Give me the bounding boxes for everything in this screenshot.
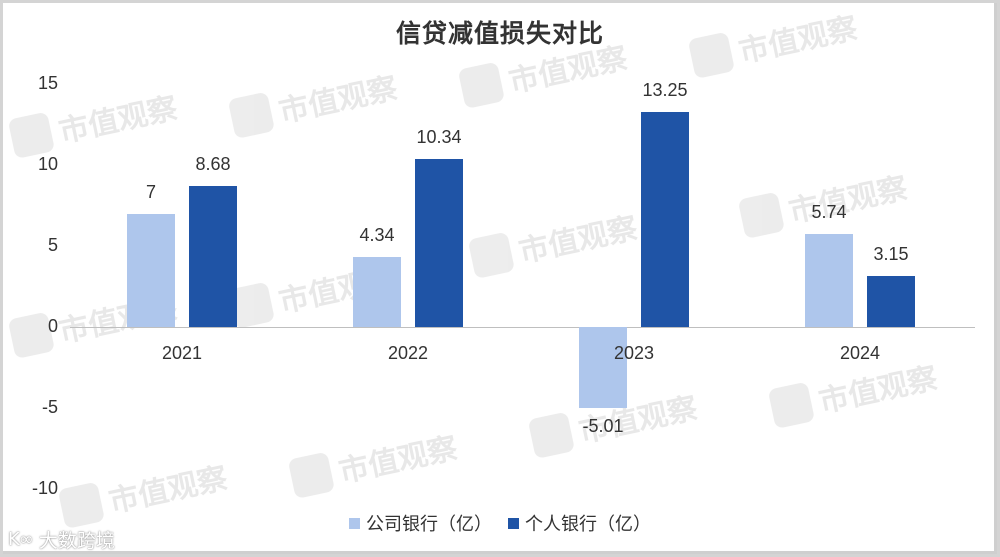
legend-swatch-corporate bbox=[349, 517, 360, 529]
legend-swatch-personal bbox=[508, 517, 519, 529]
data-label: 8.68 bbox=[195, 154, 231, 175]
bar-personal-2023[interactable] bbox=[641, 112, 689, 327]
x-tick-label: 2021 bbox=[161, 343, 203, 363]
brand-logo-icon: K∞ bbox=[8, 529, 34, 550]
bar-personal-2021[interactable] bbox=[189, 186, 237, 327]
bar-personal-2024[interactable] bbox=[867, 275, 915, 327]
legend-item-personal[interactable]: 个人银行（亿） bbox=[508, 510, 651, 536]
legend-label-personal: 个人银行（亿） bbox=[525, 514, 651, 535]
x-tick-label: 2022 bbox=[387, 343, 429, 363]
y-tick-label: -10 bbox=[31, 478, 58, 498]
legend: 公司银行（亿） 个人银行（亿） bbox=[0, 510, 1000, 536]
y-tick-label: 0 bbox=[47, 316, 58, 336]
bar-personal-2022[interactable] bbox=[415, 159, 463, 327]
bar-corporate-2021[interactable] bbox=[127, 213, 175, 327]
legend-item-corporate[interactable]: 公司银行（亿） bbox=[349, 510, 492, 536]
bar-corporate-2023[interactable] bbox=[579, 327, 627, 409]
brand-watermark: K∞ 大数跨境 bbox=[8, 526, 115, 553]
data-label: 3.15 bbox=[873, 243, 909, 264]
bar-corporate-2024[interactable] bbox=[805, 234, 853, 327]
data-label: 4.34 bbox=[359, 224, 395, 245]
x-tick-label: 2023 bbox=[613, 343, 655, 363]
bar-corporate-2022[interactable] bbox=[353, 256, 401, 327]
y-tick-label: 10 bbox=[37, 154, 58, 174]
data-label: -5.01 bbox=[582, 416, 624, 437]
data-label: 10.34 bbox=[416, 127, 462, 148]
brand-text: 大数跨境 bbox=[38, 530, 115, 552]
y-tick-label: -5 bbox=[41, 397, 58, 417]
y-tick-label: 15 bbox=[37, 73, 58, 93]
data-label: 5.74 bbox=[811, 202, 847, 222]
chart-title: 信贷减值损失对比 bbox=[395, 19, 604, 48]
x-tick-label: 2024 bbox=[839, 343, 881, 363]
legend-label-corporate: 公司银行（亿） bbox=[366, 514, 492, 535]
zero-axis-line bbox=[70, 327, 975, 328]
data-label: 13.25 bbox=[642, 80, 688, 101]
y-tick-label: 5 bbox=[47, 235, 58, 255]
data-label: 7 bbox=[145, 181, 156, 202]
